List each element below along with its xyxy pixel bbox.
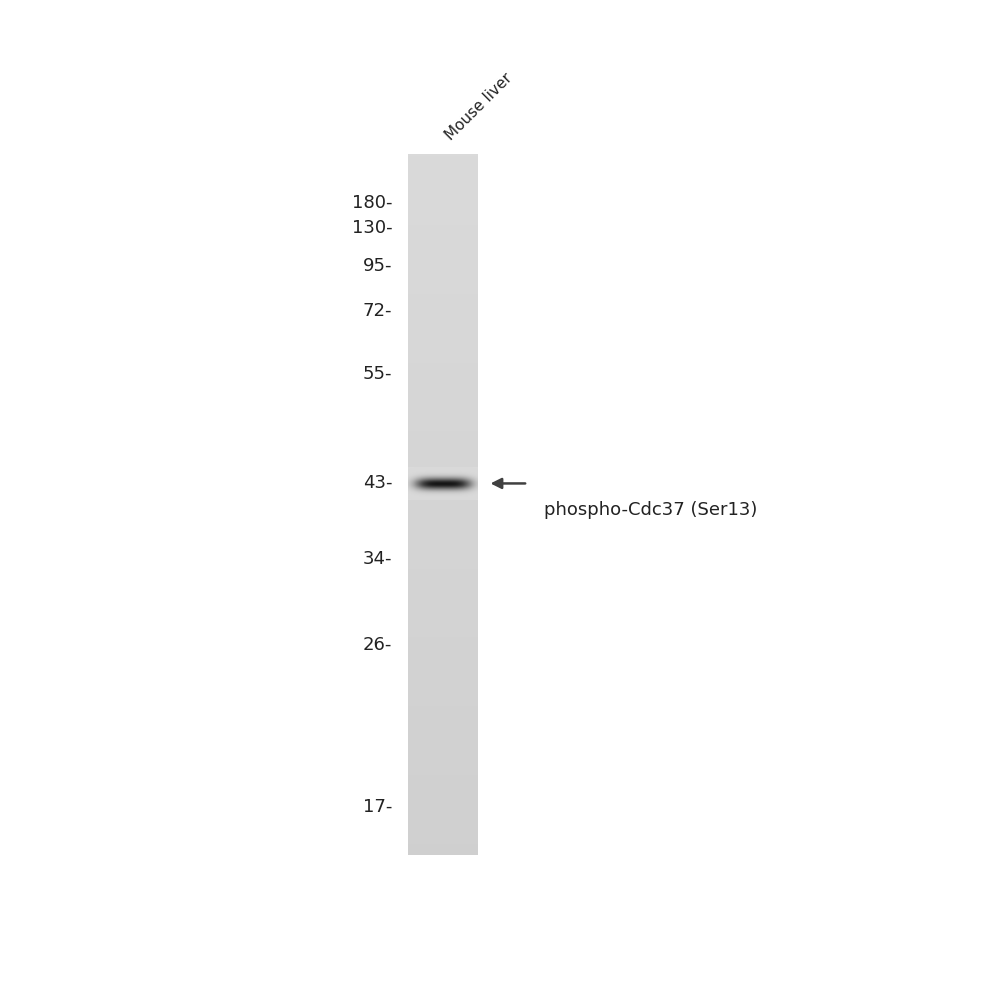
- Text: phospho-Cdc37 (Ser13): phospho-Cdc37 (Ser13): [544, 501, 757, 519]
- Text: 180-: 180-: [352, 194, 392, 212]
- Text: 55-: 55-: [363, 365, 392, 383]
- Text: 72-: 72-: [363, 302, 392, 320]
- Text: 17-: 17-: [363, 798, 392, 816]
- Text: 34-: 34-: [363, 550, 392, 568]
- Text: 26-: 26-: [363, 636, 392, 654]
- Text: 95-: 95-: [363, 257, 392, 275]
- Text: Mouse liver: Mouse liver: [443, 70, 515, 143]
- Text: 130-: 130-: [352, 219, 392, 237]
- Text: 43-: 43-: [363, 474, 392, 492]
